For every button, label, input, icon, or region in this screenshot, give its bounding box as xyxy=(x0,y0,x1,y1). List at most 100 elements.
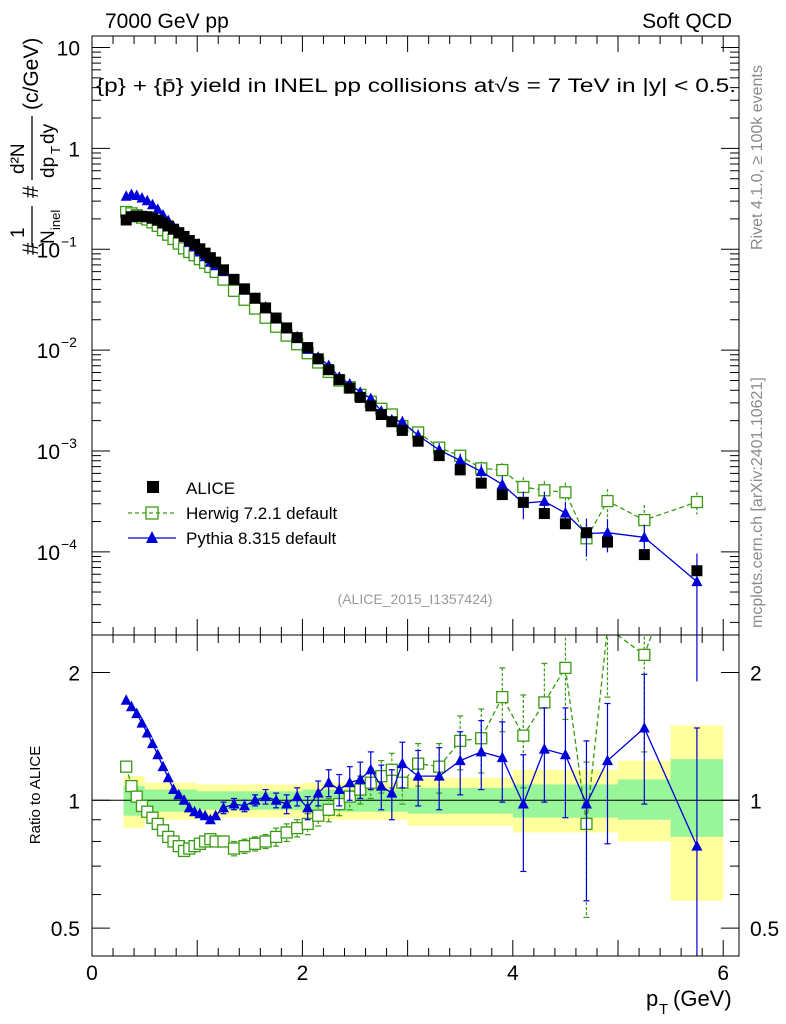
herwig-ratio-point xyxy=(259,835,272,848)
alice-point xyxy=(538,508,550,520)
ylabel-num2: d²N xyxy=(8,143,29,174)
pythia-ratio-point xyxy=(228,798,240,809)
pythia-ratio-point xyxy=(146,737,158,749)
herwig-ratio-point xyxy=(227,842,241,855)
pythia-ratio-point xyxy=(517,798,529,809)
tick-exponent: −3 xyxy=(61,435,77,451)
x-tick-label: 0 xyxy=(86,962,98,985)
main-y-tick-label: 10 −4 xyxy=(37,536,78,565)
xlabel-p: p xyxy=(646,986,658,1011)
pythia-ratio xyxy=(120,673,703,956)
alice-point xyxy=(638,549,650,561)
pythia-ratio-point xyxy=(136,717,148,728)
herwig-point xyxy=(638,513,651,527)
alice-point xyxy=(386,416,398,428)
pythia-point xyxy=(152,203,164,214)
herwig-ratio-point xyxy=(517,729,530,742)
main-y-tick-label: 10 −2 xyxy=(37,334,78,363)
xlabel-unit: (GeV) xyxy=(673,986,732,1011)
pythia-ratio-point xyxy=(204,813,216,825)
pythia-ratio-point xyxy=(386,787,398,798)
tick-exponent: −2 xyxy=(61,334,77,350)
pythia-ratio-point xyxy=(210,809,222,821)
pythia-point xyxy=(496,478,508,489)
pythia-ratio-point xyxy=(375,780,387,791)
x-tick-label: 2 xyxy=(297,962,309,985)
pythia-ratio-point xyxy=(559,748,571,760)
rivet-label: Rivet 4.1.0, ≥ 100k events xyxy=(749,65,766,250)
alice-point xyxy=(218,264,230,276)
ratio-curves xyxy=(120,622,703,956)
ratio-panel: 2 2 1 1 0.5 0.5 0 2 4 6 Ratio to ALICE p T (GeV) xyxy=(27,622,779,1018)
tick-base: 10 xyxy=(37,340,60,363)
herwig-ratio-point xyxy=(280,826,293,839)
herwig-ratio-point xyxy=(217,835,230,848)
alice-point xyxy=(354,391,366,403)
ylabel-den2-sub: T xyxy=(48,146,63,154)
pythia-ratio-point xyxy=(249,794,261,805)
ratio-y-tick-label-right: 1 xyxy=(750,790,762,813)
main-x-ticks xyxy=(91,36,724,635)
alice-point xyxy=(412,435,424,447)
pythia-ratio-point xyxy=(496,751,508,763)
energy-label: 7000 GeV pp xyxy=(105,10,229,33)
ratio-y-tick-label: 2 xyxy=(68,662,80,685)
herwig-ratio-point xyxy=(290,821,304,835)
alice-point xyxy=(281,322,293,334)
main-y-label: # 1 N inel # d²N dp T dy (c/GeV) xyxy=(8,38,63,255)
source-label: mcplots.cern.ch [arXiv:2401.10621] xyxy=(749,377,766,628)
main-y-tick-label: 10 xyxy=(57,37,80,60)
herwig-point xyxy=(517,480,530,494)
x-axis-label: p T (GeV) xyxy=(646,986,732,1018)
pythia-point xyxy=(396,415,408,427)
alice-point xyxy=(210,256,222,268)
pythia-point xyxy=(559,506,571,518)
tick-base: 10 xyxy=(57,37,80,60)
herwig-point xyxy=(690,495,704,509)
alice-point xyxy=(601,536,613,548)
herwig-point xyxy=(248,302,262,315)
ratio-y-tick-label: 0.5 xyxy=(51,918,80,941)
alice-point xyxy=(580,527,592,539)
pythia-ratio-point xyxy=(120,694,132,705)
alice-point xyxy=(375,409,387,421)
legend-herwig-label: Herwig 7.2.1 default xyxy=(186,504,337,523)
pythia-ratio-point xyxy=(270,794,282,805)
x-axis: 0 2 4 6 xyxy=(86,635,729,985)
herwig-ratio-point xyxy=(322,803,335,816)
pythia-ratio-point xyxy=(125,700,137,712)
main-y-tick-label: 10 −1 xyxy=(37,233,78,262)
pythia-ratio-point xyxy=(157,760,169,772)
alice-point xyxy=(396,424,408,436)
herwig-point xyxy=(559,486,572,499)
alice-point xyxy=(333,374,345,386)
pythia-ratio-point xyxy=(354,773,366,784)
pythia-ratio-point xyxy=(239,799,251,811)
alice-point xyxy=(559,518,571,530)
pythia-ratio-point xyxy=(302,801,314,813)
pythia-point xyxy=(454,454,466,465)
herwig-ratio-point xyxy=(602,622,613,633)
tick-base: 10 xyxy=(37,441,60,464)
legend-pythia-marker xyxy=(146,531,158,543)
pythia-ratio-point xyxy=(475,745,487,757)
tick-base: 10 xyxy=(37,542,60,565)
pythia-ratio-point xyxy=(218,801,230,813)
x-tick-label: 6 xyxy=(717,962,729,985)
pythia-ratio-point xyxy=(454,754,466,766)
pythia-ratio-point xyxy=(323,776,335,788)
legend-pythia-label: Pythia 8.315 default xyxy=(186,529,337,548)
ratio-bands xyxy=(123,725,724,901)
herwig-point xyxy=(496,463,509,477)
pythia-ratio-point xyxy=(131,707,143,719)
alice-point xyxy=(323,364,335,376)
ylabel-den2-tail: dy xyxy=(38,123,59,144)
pythia-ratio-point xyxy=(291,790,303,802)
alice-point xyxy=(691,565,703,577)
ylabel-den1-sub: inel xyxy=(48,210,63,230)
herwig-ratio-point xyxy=(248,837,262,850)
pythia-ratio-point xyxy=(281,798,293,809)
herwig-ratio-point xyxy=(559,661,572,675)
